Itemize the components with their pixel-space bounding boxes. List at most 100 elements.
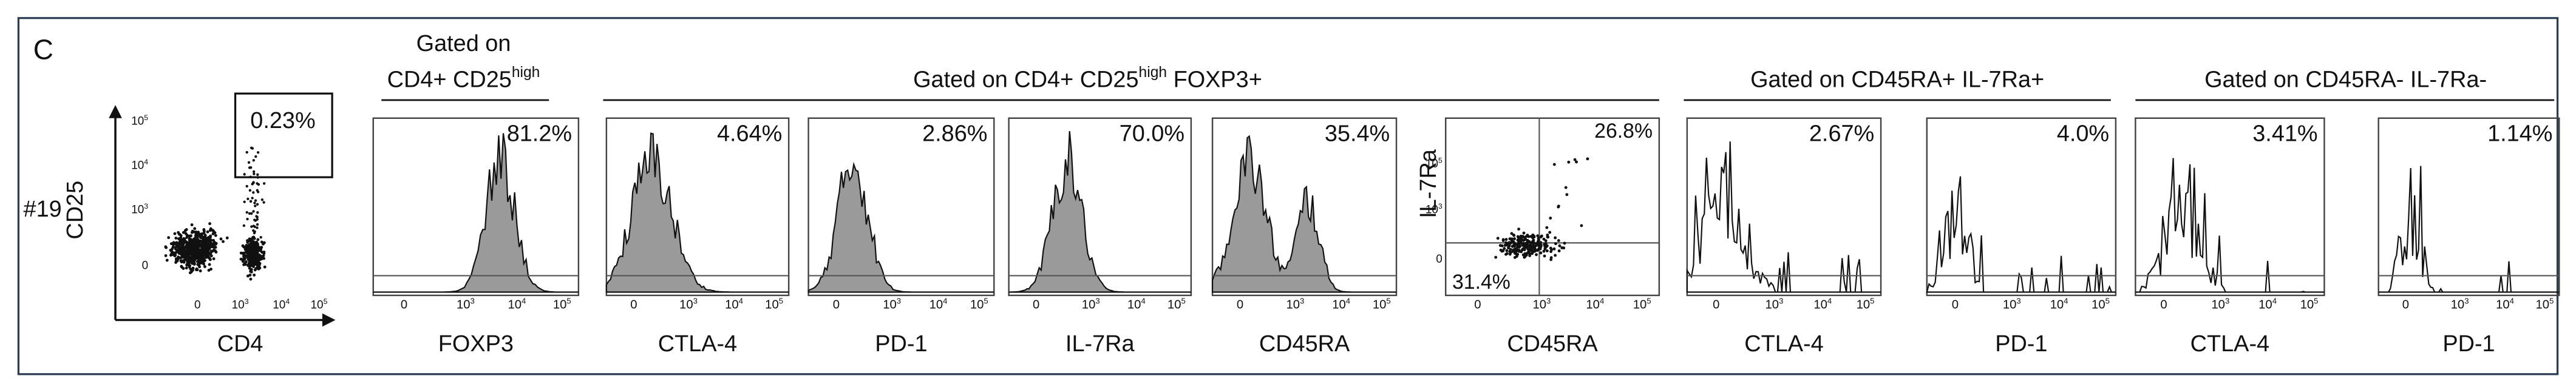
event-dot — [257, 183, 260, 186]
tick-exponent: 3 — [1546, 296, 1551, 305]
marker-label: IL-7Ra — [1065, 331, 1135, 357]
tick-label: 103 — [131, 202, 148, 217]
event-dot — [208, 263, 211, 266]
event-dot — [1519, 234, 1523, 238]
event-dot — [246, 251, 250, 254]
event-dot — [208, 222, 212, 226]
event-dot — [260, 198, 264, 201]
tick-label: 103 — [2211, 296, 2229, 311]
group-title: CD4+ CD25high — [387, 64, 540, 92]
event-dot — [1505, 252, 1509, 255]
event-dot — [262, 257, 266, 260]
event-dot — [178, 233, 182, 236]
tick-exponent: 5 — [1870, 296, 1874, 305]
tick-label: 0 — [401, 298, 407, 312]
tick-base: 10 — [2496, 298, 2510, 312]
event-dot — [1580, 224, 1583, 227]
percent-label: 81.2% — [507, 121, 572, 147]
event-dot — [165, 258, 169, 262]
event-dot — [1535, 253, 1538, 257]
event-dot — [1515, 255, 1518, 258]
event-dot — [1534, 244, 1538, 248]
tick-label: 0 — [1033, 298, 1039, 312]
event-dot — [1562, 246, 1566, 250]
event-dot — [1535, 249, 1539, 252]
tick-label: 0 — [194, 299, 201, 312]
event-dot — [178, 238, 182, 241]
event-dot — [206, 253, 210, 257]
event-dot — [246, 274, 250, 278]
tick-label: 0 — [142, 260, 149, 272]
event-dot — [176, 257, 180, 261]
event-dot — [256, 151, 260, 154]
marker-label: PD-1 — [1995, 331, 2047, 357]
sample-label: #19 — [24, 197, 62, 222]
histogram-frame — [807, 117, 995, 297]
event-dot — [192, 248, 195, 252]
event-dot — [1544, 239, 1548, 243]
quadrant-percent: 26.8% — [1594, 120, 1653, 143]
y-axis-label: IL-7Ra — [1416, 149, 1441, 218]
event-dot — [192, 262, 195, 265]
event-dot — [175, 241, 178, 244]
tick-label: 104 — [929, 296, 948, 311]
tick-label: 105 — [2300, 296, 2319, 311]
event-dot — [1537, 237, 1540, 240]
event-dot — [252, 170, 256, 173]
tick-label: 0 — [2402, 298, 2409, 312]
event-dot — [197, 255, 200, 258]
event-dot — [253, 201, 256, 204]
event-dot — [256, 190, 260, 194]
tick-base: 10 — [1167, 298, 1181, 312]
event-dot — [1533, 247, 1537, 251]
event-dot — [1537, 240, 1540, 243]
event-dot — [239, 251, 243, 255]
event-dot — [257, 248, 260, 251]
title-superscript: high — [512, 64, 540, 81]
histogram-frame — [605, 117, 790, 297]
event-dot — [193, 227, 197, 231]
event-dot — [197, 263, 200, 267]
histogram-frame — [372, 117, 580, 297]
tick-label: 105 — [131, 113, 148, 128]
event-dot — [252, 181, 255, 184]
event-dot — [254, 155, 257, 158]
tick-label: 104 — [131, 158, 148, 172]
event-dot — [188, 271, 192, 275]
event-dot — [207, 269, 211, 272]
event-dot — [200, 248, 203, 252]
event-dot — [208, 235, 211, 239]
x-axis-label: CD45RA — [1507, 331, 1598, 357]
event-dot — [1557, 239, 1560, 243]
tick-label: 103 — [457, 296, 475, 311]
event-dot — [1532, 235, 1536, 239]
tick-base: 10 — [2092, 298, 2105, 312]
event-dot — [202, 248, 206, 251]
tick-base: 10 — [1286, 298, 1300, 312]
event-dot — [250, 270, 253, 274]
event-dot — [200, 243, 203, 247]
title-superscript: high — [1139, 64, 1167, 81]
tick-exponent: 5 — [1647, 296, 1651, 305]
tick-exponent: 4 — [522, 296, 526, 305]
event-dot — [242, 224, 246, 227]
event-dot — [222, 240, 225, 243]
tick-base: 10 — [1373, 298, 1387, 312]
event-dot — [194, 253, 197, 257]
histogram — [605, 132, 789, 293]
event-dot — [211, 232, 215, 235]
histogram-frame — [2377, 117, 2560, 297]
event-dot — [191, 229, 194, 233]
event-dot — [185, 258, 188, 261]
tick-exponent: 4 — [1141, 296, 1145, 305]
scatter-frame — [1444, 117, 1660, 297]
tick-exponent: 3 — [897, 296, 901, 305]
event-dot — [1525, 246, 1528, 249]
marker-label: CTLA-4 — [658, 331, 737, 357]
marker-label: PD-1 — [875, 331, 927, 357]
histogram-frame — [1211, 117, 1398, 297]
tick-label: 103 — [1082, 296, 1100, 311]
tick-base: 10 — [883, 298, 897, 312]
event-dot — [1563, 241, 1566, 245]
quadrant-percent: 31.4% — [1452, 271, 1511, 294]
